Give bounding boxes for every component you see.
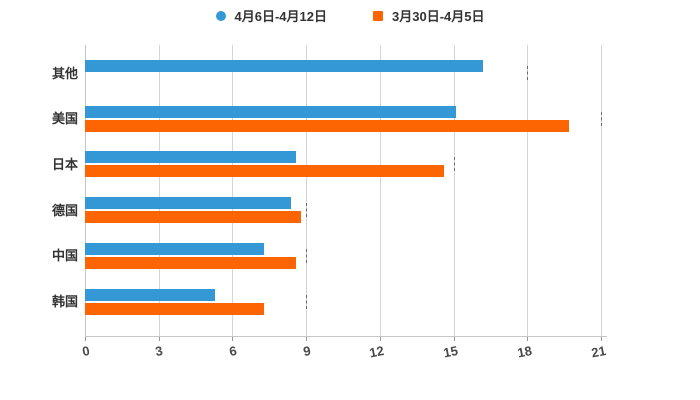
x-axis-tick-label: 0 (80, 343, 91, 360)
y-axis-label: 中国 (51, 248, 78, 264)
gridline-dash-artifact (306, 294, 308, 309)
gridline-dash-artifact (306, 203, 308, 218)
legend-item-apr6-apr12[interactable]: 4月6日-4月12日 (215, 8, 327, 24)
x-axis-tick (232, 336, 234, 341)
legend-label-apr6-apr12: 4月6日-4月12日 (234, 8, 327, 24)
gridline (158, 45, 160, 336)
bar-series0-中国[interactable] (85, 242, 265, 255)
bar-series1-中国[interactable] (85, 256, 297, 269)
gridline (601, 45, 602, 336)
legend: 4月6日-4月12日 3月30日-4月5日 (0, 4, 700, 28)
x-axis-tick-label: 18 (515, 343, 533, 361)
bar-series1-韩国[interactable] (85, 302, 265, 315)
x-axis-tick-label: 12 (368, 343, 386, 361)
x-axis-tick (601, 336, 602, 341)
y-axis-label: 韩国 (51, 294, 78, 309)
legend-item-mar30-apr5[interactable]: 3月30日-4月5日 (373, 10, 484, 23)
bar-series0-德国[interactable] (85, 197, 292, 210)
gridline (306, 45, 308, 336)
y-axis-line (85, 45, 86, 336)
x-axis-tick (527, 336, 529, 341)
bar-series1-德国[interactable] (85, 211, 302, 224)
x-axis-tick-label: 6 (228, 343, 239, 360)
y-axis-label: 其他 (51, 65, 78, 81)
x-axis-tick (158, 336, 160, 341)
x-axis-tick (453, 336, 455, 341)
y-axis-label: 日本 (51, 156, 78, 172)
y-axis-label: 美国 (51, 111, 78, 127)
gridline (379, 45, 381, 336)
gridline-dash-artifact (453, 157, 455, 172)
legend-marker-blue-icon (215, 11, 226, 21)
gridline (232, 45, 234, 336)
gridline (527, 45, 529, 336)
y-axis-label: 德国 (51, 202, 78, 218)
bar-series0-美国[interactable] (85, 105, 457, 118)
gridline-dash-artifact (601, 111, 602, 126)
x-axis-tick (306, 336, 308, 341)
bar-series0-其他[interactable] (85, 60, 484, 72)
bar-series1-美国[interactable] (85, 119, 570, 132)
x-axis-tick-label: 21 (589, 343, 607, 361)
x-axis-tick-label: 9 (301, 343, 312, 360)
x-axis-tick-label: 15 (442, 343, 460, 361)
bar-series1-日本[interactable] (85, 165, 444, 178)
bar-series0-韩国[interactable] (85, 288, 216, 301)
bar-series0-日本[interactable] (85, 151, 297, 164)
x-axis-tick-label: 3 (154, 343, 165, 360)
x-axis-tick (379, 336, 381, 341)
gridline-dash-artifact (306, 248, 308, 263)
x-axis-line (85, 336, 607, 337)
legend-label-mar30-apr5: 3月30日-4月5日 (392, 8, 485, 24)
x-axis-tick (85, 336, 86, 341)
legend-marker-orange-icon (373, 11, 383, 21)
gridline-dash-artifact (527, 66, 529, 80)
gridline (453, 45, 455, 336)
